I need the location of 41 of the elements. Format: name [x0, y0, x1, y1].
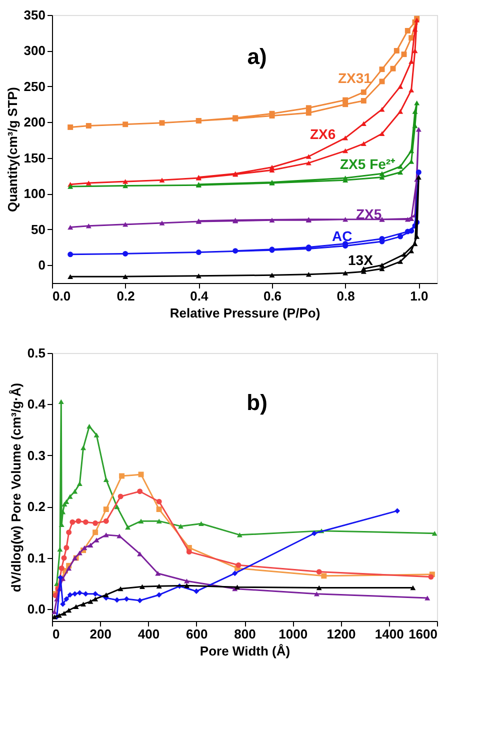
- x-axis-title: Relative Pressure (P/Po): [170, 306, 320, 320]
- annotation: a): [247, 44, 267, 69]
- y-tick-label: 0.2: [27, 499, 46, 514]
- x-tick-label: 1600: [408, 626, 438, 642]
- series-label: ZX6: [310, 126, 336, 142]
- y-tick-label: 350: [24, 8, 46, 22]
- x-axis-title: Pore Width (Å): [200, 644, 290, 658]
- x-tick-label: 1000: [278, 626, 308, 642]
- x-tick-label: 1200: [326, 626, 356, 642]
- x-tick-label: 0.2: [116, 288, 135, 304]
- x-tick-label: 400: [138, 626, 160, 642]
- series-label: AC: [332, 228, 352, 244]
- series-label: ZX5: [356, 206, 382, 222]
- y-tick-label: 250: [24, 78, 46, 94]
- x-tick-label: 1.0: [410, 288, 428, 304]
- x-tick-label: 600: [186, 626, 208, 642]
- series-label: 13X: [348, 252, 374, 268]
- series-label: ZX5 Fe²⁺: [340, 156, 396, 172]
- y-tick-label: 0.0: [27, 602, 46, 617]
- annotation: b): [246, 390, 268, 415]
- x-tick-label: 1400: [374, 626, 404, 642]
- y-tick-label: 150: [24, 150, 46, 166]
- y-tick-label: 0.1: [27, 550, 46, 566]
- y-tick-label: 300: [24, 43, 46, 58]
- x-tick-label: 0.8: [336, 288, 355, 304]
- y-axis-title: dV/dlog(w) Pore Volume (cm³/g·Å): [8, 382, 24, 592]
- y-tick-label: 0.5: [27, 346, 46, 360]
- series-label: ZX31: [338, 70, 372, 86]
- y-axis-title: Quantity(cm³/g STP): [4, 87, 20, 212]
- x-tick-label: 0: [52, 626, 60, 642]
- y-tick-label: 100: [24, 186, 46, 202]
- x-tick-label: 0.0: [52, 288, 71, 304]
- y-tick-label: 0: [38, 258, 46, 273]
- y-tick-label: 0.4: [27, 396, 46, 412]
- y-tick-label: 50: [31, 222, 46, 237]
- x-tick-label: 0.4: [190, 288, 209, 304]
- x-tick-label: 800: [234, 626, 256, 642]
- y-tick-label: 0.3: [27, 448, 46, 463]
- x-tick-label: 0.6: [263, 288, 282, 304]
- y-tick-label: 200: [24, 114, 46, 130]
- x-tick-label: 200: [90, 626, 112, 642]
